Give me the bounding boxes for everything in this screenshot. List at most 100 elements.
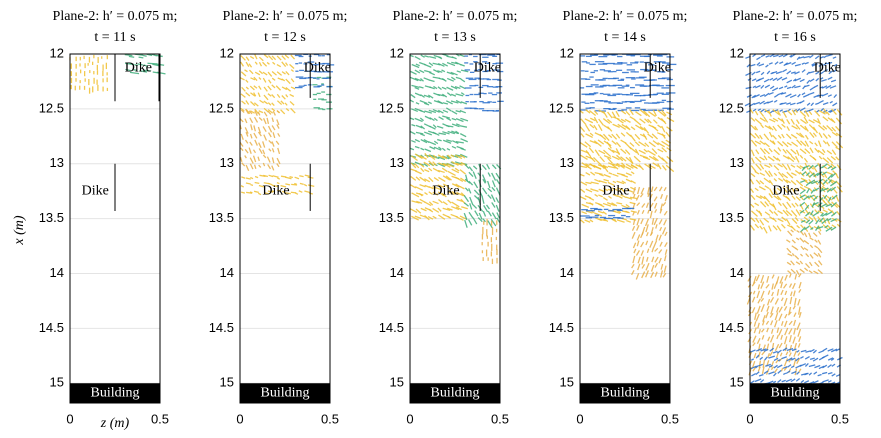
velocity-arrow (424, 152, 429, 159)
velocity-arrow (432, 154, 437, 159)
velocity-arrow (782, 68, 788, 73)
velocity-arrow (496, 212, 501, 219)
velocity-arrow (790, 365, 795, 369)
velocity-arrow (781, 133, 785, 139)
velocity-arrow (664, 242, 668, 248)
velocity-arrow (298, 190, 303, 193)
velocity-arrow (133, 69, 138, 71)
velocity-arrow (474, 210, 479, 217)
velocity-arrow (755, 163, 762, 171)
velocity-arrow (799, 189, 806, 195)
panel-subtitle: t = 13 s (434, 30, 476, 45)
velocity-arrow (786, 201, 792, 208)
velocity-arrow (257, 92, 261, 98)
velocity-arrow (621, 180, 627, 184)
velocity-arrow (427, 101, 432, 105)
velocity-arrow (460, 138, 468, 143)
velocity-arrow (809, 54, 814, 59)
velocity-arrow (794, 85, 801, 89)
velocity-arrow (823, 200, 829, 206)
velocity-arrow (598, 218, 606, 222)
velocity-arrow (817, 260, 823, 266)
velocity-arrow (648, 141, 656, 148)
velocity-arrow (631, 269, 635, 276)
velocity-arrow (245, 86, 249, 90)
velocity-arrow (611, 155, 620, 161)
velocity-arrow (268, 79, 272, 84)
velocity-arrow (773, 178, 778, 182)
velocity-arrow (820, 107, 825, 112)
velocity-arrow (455, 206, 462, 211)
y-tick-label: 13.5 (39, 210, 64, 225)
velocity-arrow (414, 145, 420, 149)
velocity-arrow (786, 247, 792, 254)
velocity-arrow (794, 63, 801, 67)
velocity-arrow (253, 102, 259, 107)
velocity-arrow (771, 291, 774, 297)
velocity-arrow (804, 225, 810, 231)
velocity-arrow (277, 133, 281, 137)
velocity-arrow (611, 218, 617, 223)
velocity-arrow (753, 321, 757, 327)
velocity-arrow (800, 349, 807, 353)
velocity-arrow (299, 182, 304, 185)
velocity-arrow (760, 274, 765, 284)
velocity-arrow (804, 267, 809, 272)
velocity-arrow (424, 169, 430, 173)
velocity-arrow (658, 219, 663, 225)
velocity-arrow (794, 217, 799, 222)
velocity-arrow (795, 270, 800, 275)
velocity-arrow (784, 344, 788, 352)
velocity-arrow (783, 372, 787, 376)
velocity-arrow (781, 379, 786, 383)
velocity-arrow (765, 64, 769, 68)
velocity-arrow (303, 183, 308, 187)
velocity-arrow (792, 305, 796, 310)
velocity-arrow (772, 380, 777, 384)
velocity-arrow (276, 119, 280, 126)
velocity-arrow (763, 133, 770, 141)
velocity-arrow (424, 55, 430, 58)
velocity-arrow (624, 118, 631, 123)
velocity-arrow (409, 117, 415, 121)
velocity-arrow (629, 108, 634, 116)
velocity-arrow (271, 148, 275, 153)
velocity-arrow (813, 270, 819, 275)
velocity-arrow (625, 172, 632, 176)
velocity-arrow (760, 303, 765, 313)
velocity-arrow (593, 124, 598, 131)
velocity-arrow (447, 199, 452, 204)
velocity-arrow (776, 157, 781, 162)
velocity-arrow (782, 148, 787, 154)
velocity-arrow (446, 86, 454, 91)
velocity-arrow (432, 161, 437, 166)
velocity-arrow (781, 118, 785, 124)
velocity-arrow (625, 178, 633, 183)
velocity-arrow (606, 201, 616, 207)
velocity-arrow (590, 188, 595, 191)
velocity-arrow (835, 141, 844, 149)
velocity-arrow (796, 224, 801, 229)
velocity-arrow (758, 210, 763, 217)
velocity-arrow (469, 196, 474, 206)
velocity-arrow (773, 195, 780, 201)
velocity-arrow (789, 94, 797, 99)
velocity-arrow (645, 231, 649, 237)
velocity-arrow (424, 191, 428, 196)
velocity-arrow (785, 195, 791, 202)
velocity-arrow (239, 118, 244, 123)
velocity-arrow (798, 311, 802, 318)
velocity-arrow (764, 201, 770, 207)
velocity-arrow (590, 171, 596, 176)
velocity-arrow (580, 154, 588, 161)
velocity-arrow (790, 229, 794, 233)
panel-subtitle: t = 12 s (264, 30, 306, 45)
velocity-arrow (765, 320, 770, 325)
velocity-arrow (760, 297, 765, 302)
building-label: Building (90, 385, 139, 400)
velocity-arrow (661, 227, 667, 235)
velocity-arrow (797, 306, 801, 315)
velocity-arrow (798, 56, 805, 59)
velocity-arrow (266, 156, 271, 163)
velocity-arrow (240, 185, 245, 188)
